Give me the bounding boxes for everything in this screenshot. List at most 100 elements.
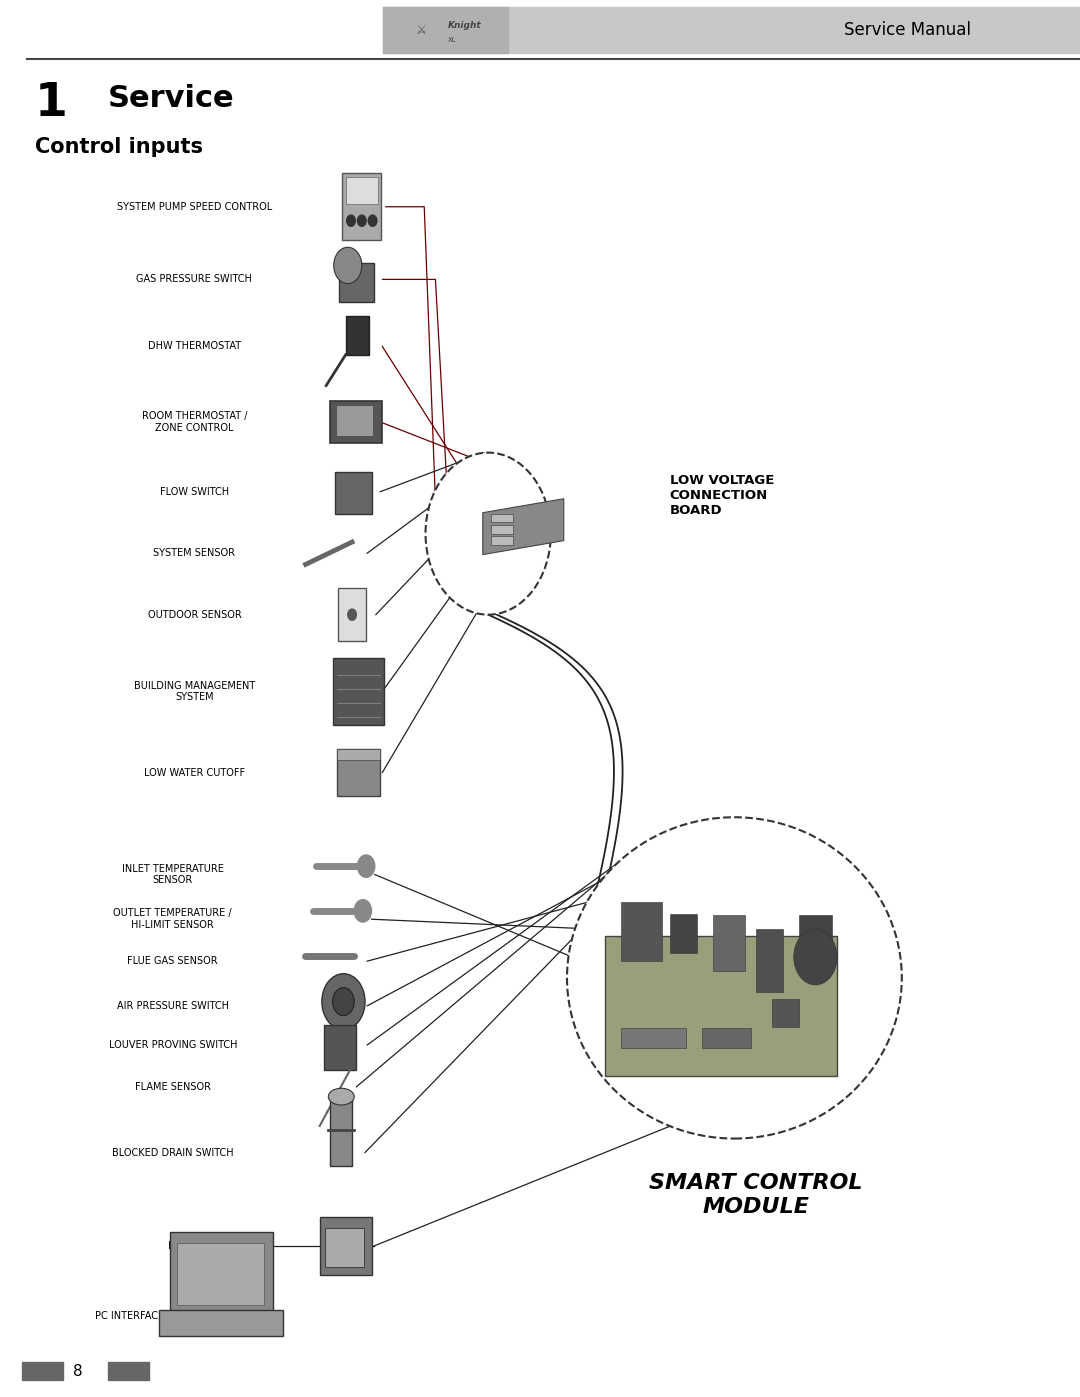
Bar [342, 173, 381, 240]
Bar [346, 177, 378, 204]
Bar [335, 472, 372, 514]
Circle shape [354, 900, 372, 922]
Polygon shape [526, 479, 535, 490]
Text: DISPLAY PANEL: DISPLAY PANEL [168, 1241, 242, 1252]
Text: GAS PRESSURE SWITCH: GAS PRESSURE SWITCH [136, 274, 253, 285]
Polygon shape [468, 457, 475, 469]
Point [356, 902, 369, 919]
Bar [22, 1362, 63, 1380]
Bar [339, 263, 374, 302]
Line: 2 pts: 2 pts [320, 1112, 327, 1126]
Ellipse shape [328, 1088, 354, 1105]
Text: BUILDING MANAGEMENT
SYSTEM: BUILDING MANAGEMENT SYSTEM [134, 680, 255, 703]
Polygon shape [446, 474, 455, 485]
Bar [756, 929, 783, 992]
Point [330, 694, 343, 711]
Text: LOW WATER CUTOFF: LOW WATER CUTOFF [144, 767, 245, 778]
Point [374, 680, 387, 697]
Bar [713, 915, 745, 971]
Bar [491, 525, 513, 534]
Bar [176, 1243, 265, 1305]
Point [374, 666, 387, 683]
Ellipse shape [567, 817, 902, 1139]
Bar [108, 1362, 149, 1380]
Text: OUTLET TEMPERATURE /
HI-LIMIT SENSOR: OUTLET TEMPERATURE / HI-LIMIT SENSOR [113, 908, 232, 930]
Bar [320, 1217, 372, 1275]
Bar [383, 7, 1080, 53]
FancyBboxPatch shape [605, 936, 837, 1076]
Text: ROOM THERMOSTAT /
ZONE CONTROL: ROOM THERMOSTAT / ZONE CONTROL [141, 411, 247, 433]
Point [310, 858, 323, 875]
Bar [621, 1028, 686, 1048]
Circle shape [368, 215, 377, 226]
Point [374, 708, 387, 725]
Circle shape [357, 215, 366, 226]
Point [348, 947, 361, 964]
Line: 2 pts: 2 pts [306, 542, 352, 564]
Bar [333, 658, 384, 725]
Bar [337, 749, 380, 796]
Text: XL: XL [448, 36, 457, 43]
Bar [330, 401, 382, 443]
Point [321, 1104, 334, 1120]
Bar [170, 1232, 272, 1313]
Bar [325, 1228, 364, 1267]
Circle shape [794, 929, 837, 985]
Point [343, 1062, 356, 1078]
Text: AIR PRESSURE SWITCH: AIR PRESSURE SWITCH [117, 1000, 229, 1011]
Text: OUTDOOR SENSOR: OUTDOOR SENSOR [148, 609, 241, 620]
Text: FLOW SWITCH: FLOW SWITCH [160, 486, 229, 497]
Text: FLUE GAS SENSOR: FLUE GAS SENSOR [127, 956, 218, 967]
Bar [670, 914, 697, 953]
Text: SMART CONTROL
MODULE: SMART CONTROL MODULE [649, 1173, 863, 1217]
Circle shape [357, 855, 375, 877]
Polygon shape [600, 882, 610, 891]
Bar [799, 915, 832, 964]
Point [299, 556, 312, 573]
Text: FLAME SENSOR: FLAME SENSOR [135, 1081, 211, 1092]
Point [339, 346, 352, 363]
Point [374, 694, 387, 711]
Line: 2 pts: 2 pts [326, 355, 346, 386]
Bar [491, 536, 513, 545]
Circle shape [347, 215, 355, 226]
Point [320, 377, 333, 394]
Bar [772, 999, 799, 1027]
Polygon shape [535, 499, 544, 507]
Bar [337, 749, 380, 760]
Text: LOW VOLTAGE
CONNECTION
BOARD: LOW VOLTAGE CONNECTION BOARD [670, 475, 774, 517]
Point [298, 947, 311, 964]
Bar [491, 514, 513, 522]
Text: ⚔: ⚔ [416, 24, 427, 36]
Text: Knight: Knight [448, 21, 482, 31]
Polygon shape [586, 902, 596, 911]
Bar [346, 316, 369, 355]
Circle shape [333, 988, 354, 1016]
Polygon shape [569, 951, 578, 961]
Point [330, 680, 343, 697]
Polygon shape [483, 499, 564, 555]
Point [322, 1122, 335, 1139]
Text: 1: 1 [35, 81, 67, 126]
Text: Service Manual: Service Manual [843, 21, 971, 39]
Bar [330, 1097, 352, 1166]
Polygon shape [646, 841, 654, 854]
Point [330, 708, 343, 725]
Text: SYSTEM PUMP SPEED CONTROL: SYSTEM PUMP SPEED CONTROL [117, 201, 272, 212]
Point [330, 666, 343, 683]
Line: 2 pts: 2 pts [327, 1070, 350, 1112]
Polygon shape [496, 454, 503, 467]
Text: 8: 8 [73, 1363, 82, 1379]
Circle shape [348, 609, 356, 620]
Point [307, 902, 320, 919]
Text: BLOCKED DRAIN SWITCH: BLOCKED DRAIN SWITCH [112, 1147, 233, 1158]
Text: PC INTERFACE: PC INTERFACE [95, 1310, 164, 1322]
FancyBboxPatch shape [159, 1310, 283, 1336]
Bar [324, 1025, 356, 1070]
Circle shape [334, 247, 362, 284]
Text: Control inputs: Control inputs [35, 137, 203, 156]
Point [321, 1104, 334, 1120]
Text: Service: Service [108, 84, 234, 113]
Bar [336, 405, 373, 436]
Polygon shape [481, 453, 488, 464]
